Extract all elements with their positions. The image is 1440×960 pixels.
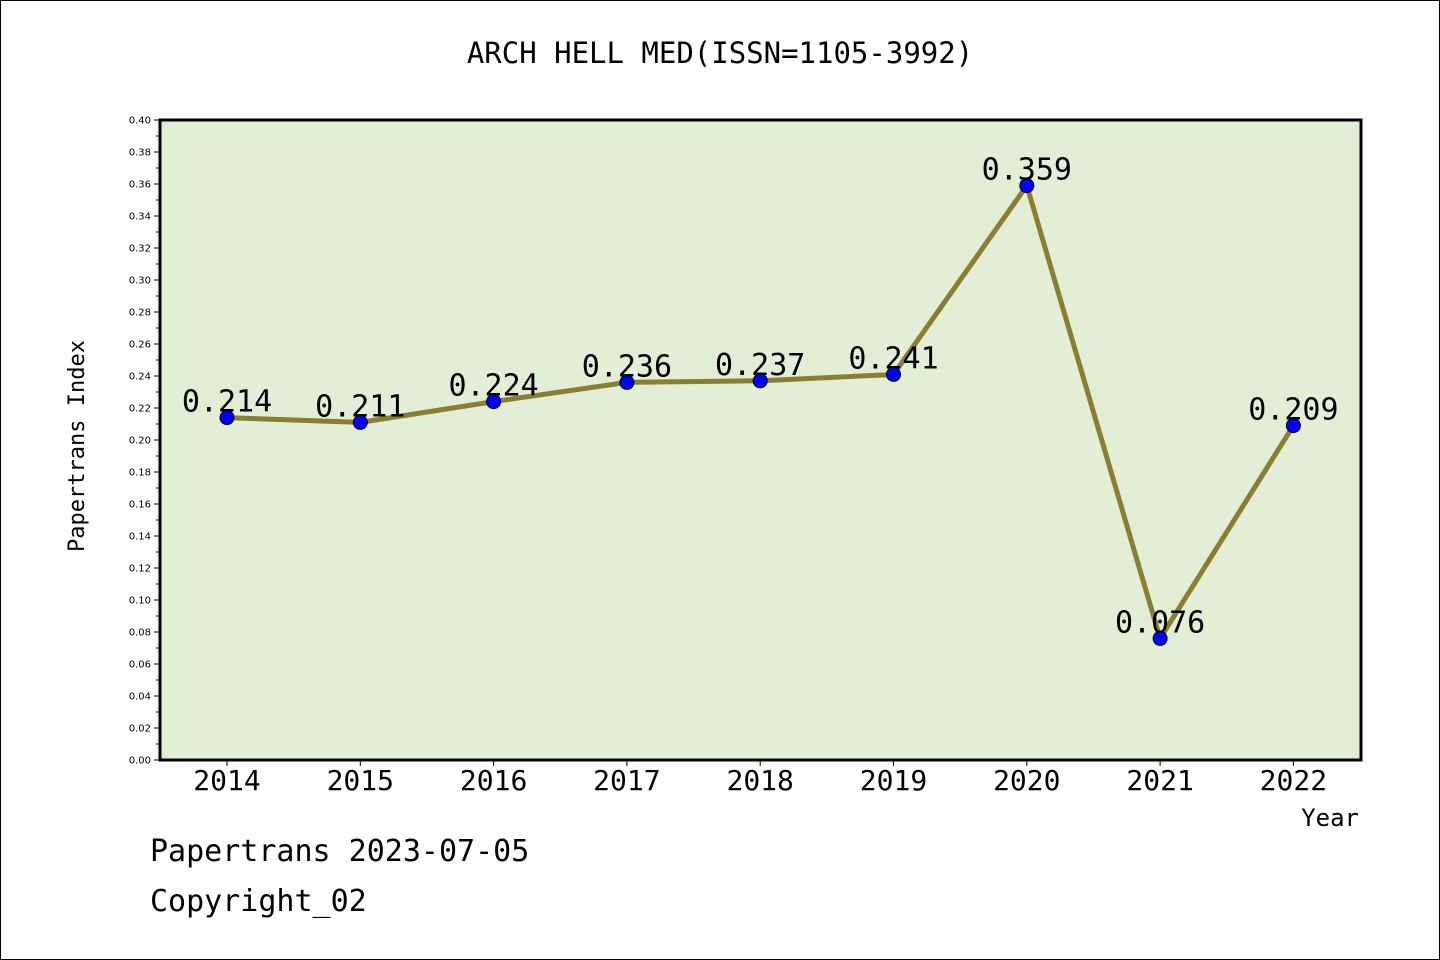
- data-label: 0.241: [848, 341, 938, 376]
- y-axis-label: Papertrans Index: [65, 340, 90, 552]
- y-tick-label: 0.38: [129, 148, 151, 159]
- data-point: [752, 373, 768, 389]
- data-label: 0.214: [182, 385, 272, 420]
- data-label: 0.224: [448, 369, 538, 404]
- y-tick-label: 0.30: [129, 276, 151, 287]
- x-tick-label: 2020: [993, 764, 1060, 797]
- x-axis-label: Year: [1301, 804, 1359, 832]
- y-tick-label: 0.34: [129, 212, 151, 223]
- y-tick-label: 0.18: [129, 468, 151, 479]
- data-point: [352, 414, 368, 430]
- x-tick-label: 2018: [726, 764, 793, 797]
- data-label: 0.209: [1248, 393, 1338, 428]
- y-tick-label: 0.36: [129, 180, 151, 191]
- data-label: 0.359: [982, 153, 1072, 188]
- data-label: 0.076: [1115, 605, 1205, 640]
- y-tick-label: 0.06: [129, 660, 151, 671]
- data-label: 0.211: [315, 389, 405, 424]
- y-tick-label: 0.16: [129, 500, 151, 511]
- y-tick-label: 0.00: [129, 756, 151, 767]
- y-tick-label: 0.04: [129, 692, 151, 703]
- data-point: [1285, 418, 1301, 434]
- y-tick-label: 0.20: [129, 436, 151, 447]
- y-tick-label: 0.22: [129, 404, 151, 415]
- x-tick-label: 2019: [860, 764, 927, 797]
- x-tick-label: 2014: [193, 764, 260, 797]
- data-point: [886, 366, 901, 382]
- plot-area: [158, 118, 1363, 762]
- data-point: [1152, 630, 1168, 646]
- data-point: [486, 394, 502, 410]
- data-point: [619, 374, 635, 390]
- y-tick-label: 0.26: [129, 340, 151, 351]
- y-tick-label: 0.10: [129, 596, 151, 607]
- x-tick-label: 2021: [1126, 764, 1193, 797]
- x-tick-label: 2022: [1260, 764, 1327, 797]
- footer-date: Papertrans 2023-07-05: [150, 834, 530, 869]
- footer-copyright: Copyright_02: [150, 884, 367, 919]
- chart-title: ARCH HELL MED(ISSN=1105-3992): [466, 36, 974, 70]
- x-tick-label: 2015: [327, 764, 394, 797]
- y-tick-label: 0.08: [129, 628, 151, 639]
- data-point: [219, 410, 235, 426]
- y-tick-label: 0.28: [129, 308, 151, 319]
- y-tick-label: 0.40: [129, 116, 151, 127]
- data-point: [1019, 178, 1035, 194]
- x-tick-label: 2016: [460, 764, 527, 797]
- data-label: 0.236: [582, 349, 672, 384]
- y-tick-label: 0.14: [129, 532, 151, 543]
- y-tick-label: 0.32: [129, 244, 151, 255]
- data-label: 0.237: [715, 348, 805, 383]
- y-tick-label: 0.24: [129, 372, 151, 383]
- y-tick-label: 0.12: [129, 564, 151, 575]
- y-tick-label: 0.02: [129, 724, 151, 735]
- x-tick-label: 2017: [593, 764, 660, 797]
